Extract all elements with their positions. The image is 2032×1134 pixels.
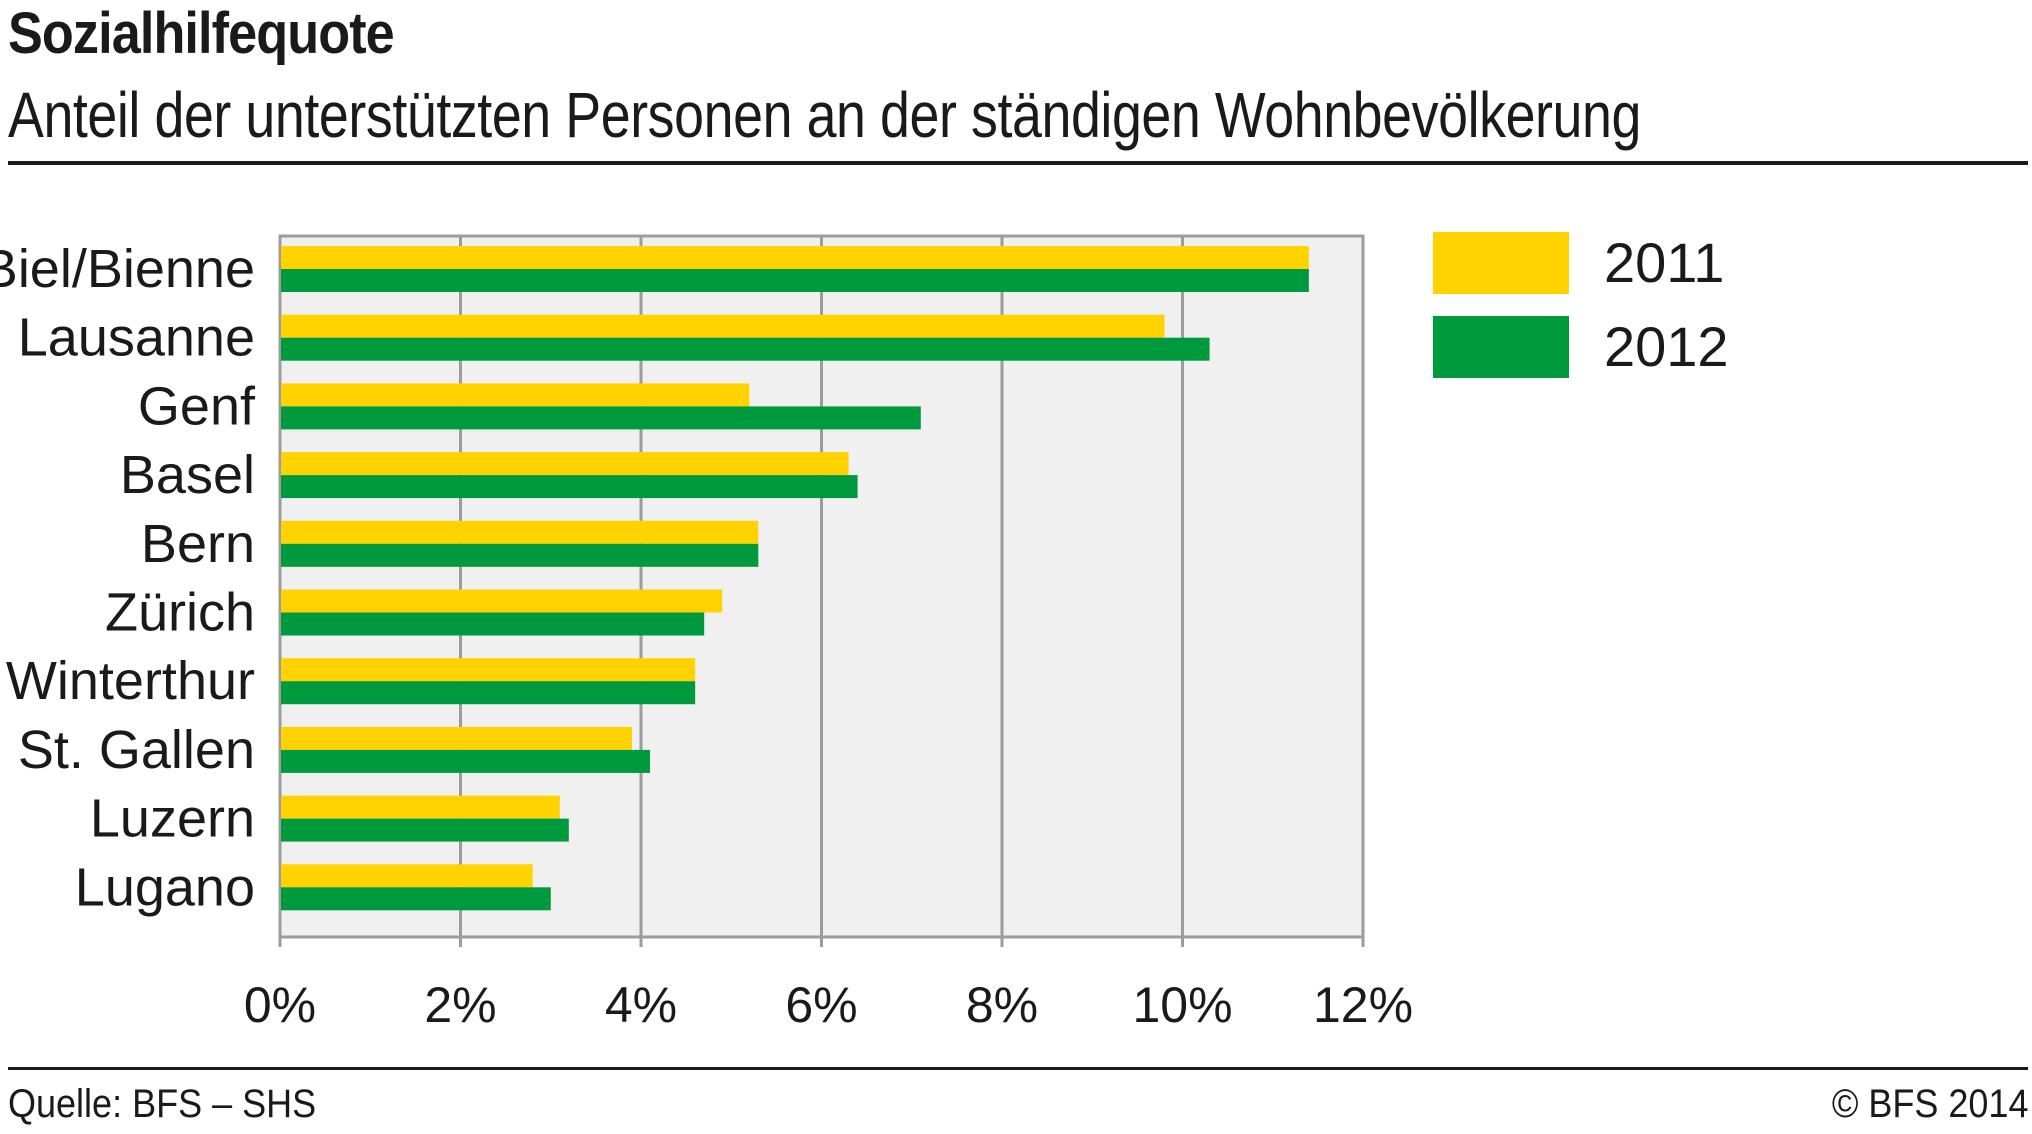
footer-divider <box>8 1067 2028 1070</box>
bar-2011 <box>281 658 696 682</box>
legend-label-2012: 2012 <box>1604 315 1729 378</box>
legend-swatch-2012 <box>1433 316 1569 378</box>
bar-2011 <box>281 864 533 888</box>
x-tick-label: 10% <box>1132 977 1232 1033</box>
bar-2012 <box>281 818 569 842</box>
category-label: St. Gallen <box>18 720 255 780</box>
bar-2012 <box>281 887 551 911</box>
chart-subtitle: Anteil der unterstützten Personen an der… <box>8 79 1641 151</box>
bar-2012 <box>281 406 921 430</box>
category-labels: Biel/Bienne Lausanne Genf Basel Bern Zürich Wi… <box>0 239 256 917</box>
category-label: Zürich <box>105 583 255 643</box>
source-note: Quelle: BFS – SHS <box>8 1082 317 1126</box>
bar-2012 <box>281 543 759 567</box>
legend: 2011 2012 <box>1433 231 1729 378</box>
x-tick-label: 4% <box>605 977 677 1033</box>
chart-title: Sozialhilfequote <box>8 1 395 66</box>
category-label: Lausanne <box>18 308 255 368</box>
bar-chart: Biel/Bienne Lausanne Genf Basel Bern Zürich Wi… <box>0 231 1729 1033</box>
bar-2011 <box>281 452 849 476</box>
bar-2011 <box>281 795 560 819</box>
bar-2012 <box>281 475 858 499</box>
bar-2012 <box>281 749 651 773</box>
bar-2011 <box>281 314 1165 338</box>
bar-2012 <box>281 612 705 636</box>
x-tick-label: 0% <box>244 977 316 1033</box>
x-tick-label: 12% <box>1313 977 1413 1033</box>
category-label: Winterthur <box>6 651 255 711</box>
category-label: Lugano <box>75 857 255 917</box>
x-tick-label: 6% <box>785 977 857 1033</box>
category-label: Luzern <box>90 789 255 849</box>
bar-2011 <box>281 246 1309 269</box>
copyright-note: © BFS 2014 <box>1831 1082 2028 1126</box>
category-label: Genf <box>138 376 256 436</box>
bar-2011 <box>281 383 750 407</box>
legend-label-2011: 2011 <box>1604 231 1724 294</box>
category-label: Biel/Bienne <box>0 239 255 299</box>
legend-swatch-2011 <box>1433 232 1569 294</box>
category-label: Bern <box>141 514 255 574</box>
x-tick-label: 8% <box>966 977 1038 1033</box>
bar-2012 <box>281 337 1210 361</box>
header-divider <box>8 161 2028 165</box>
bar-2012 <box>281 681 696 705</box>
bar-2011 <box>281 726 632 750</box>
bar-2011 <box>281 589 723 613</box>
bar-2011 <box>281 520 759 544</box>
bar-2012 <box>281 269 1309 292</box>
x-tick-label: 2% <box>424 977 496 1033</box>
category-label: Basel <box>120 445 255 505</box>
x-axis-ticks: 0% 2% 4% 6% 8% 10% 12% <box>244 977 1413 1033</box>
bars <box>281 246 1309 911</box>
